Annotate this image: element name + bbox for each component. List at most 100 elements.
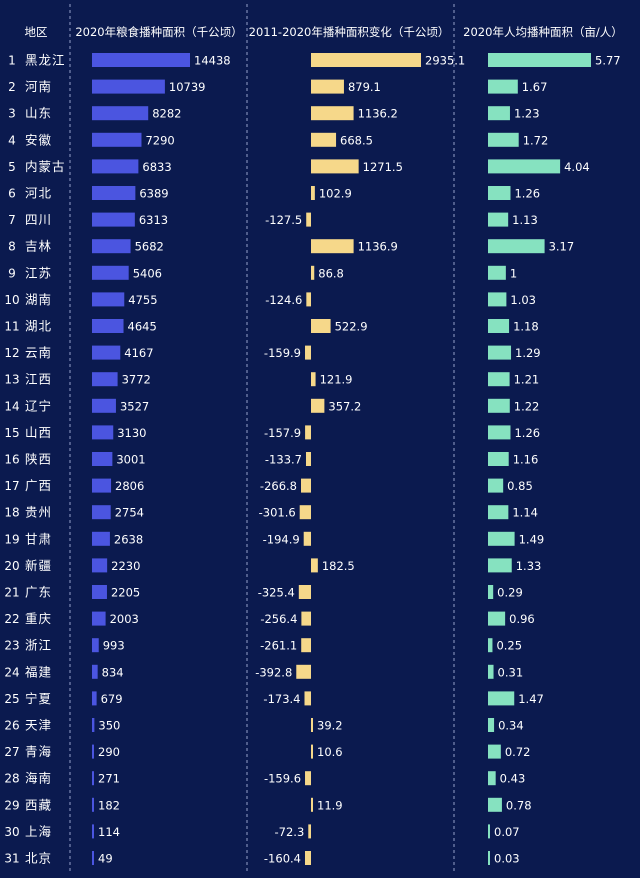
- header-area: 2020年粮食播种面积（千公顷）: [75, 25, 242, 39]
- per-capita-value-label: 3.17: [549, 240, 575, 254]
- per-capita-bar: [488, 79, 518, 94]
- area-value-label: 4645: [128, 320, 157, 334]
- area-value-label: 4755: [128, 293, 157, 307]
- per-capita-bar: [488, 159, 561, 174]
- per-capita-bar: [488, 718, 495, 732]
- area-bar: [92, 106, 149, 121]
- area-value-label: 114: [98, 825, 120, 839]
- area-bar: [92, 292, 125, 307]
- change-bar: [304, 691, 311, 706]
- area-bar: [92, 425, 114, 440]
- per-capita-value-label: 1.21: [514, 373, 540, 387]
- rank-number: 3: [8, 107, 16, 121]
- change-value-label: -173.4: [263, 692, 300, 706]
- per-capita-bar: [488, 664, 494, 679]
- rank-number: 6: [8, 187, 16, 201]
- area-bar: [92, 664, 98, 679]
- area-value-label: 3001: [116, 453, 145, 467]
- area-value-label: 6313: [139, 213, 168, 227]
- change-bar: [311, 744, 313, 759]
- area-value-label: 679: [101, 692, 123, 706]
- change-bar: [301, 638, 311, 653]
- per-capita-value-label: 4.04: [564, 160, 590, 174]
- per-capita-bar: [488, 53, 591, 67]
- rank-number: 25: [4, 692, 19, 706]
- area-value-label: 4167: [124, 346, 153, 360]
- area-bar: [92, 718, 95, 732]
- area-bar: [92, 851, 94, 865]
- rank-number: 4: [8, 133, 16, 147]
- province-label: 黑龙江: [25, 53, 66, 68]
- per-capita-bar: [488, 558, 512, 573]
- change-bar: [311, 718, 313, 732]
- area-value-label: 3527: [120, 399, 149, 413]
- province-label: 海南: [25, 771, 52, 786]
- province-label: 宁夏: [25, 691, 52, 706]
- change-value-label: -261.1: [260, 639, 297, 653]
- rank-number: 2: [8, 80, 16, 94]
- change-value-label: -159.6: [264, 772, 301, 786]
- area-bar: [92, 531, 110, 546]
- area-value-label: 8282: [152, 107, 181, 121]
- area-bar: [92, 744, 94, 759]
- area-bar: [92, 372, 118, 387]
- per-capita-value-label: 1.23: [514, 107, 540, 121]
- change-bar: [298, 585, 311, 599]
- province-label: 广东: [25, 585, 52, 600]
- rank-number: 12: [4, 346, 19, 360]
- rank-number: 28: [4, 772, 19, 786]
- per-capita-bar: [488, 478, 504, 493]
- change-value-label: -124.6: [265, 293, 302, 307]
- change-bar: [311, 372, 316, 387]
- rank-number: 31: [4, 852, 19, 866]
- area-value-label: 2003: [110, 612, 139, 626]
- area-value-label: 10739: [169, 80, 206, 94]
- per-capita-bar: [488, 212, 509, 227]
- province-label: 湖北: [25, 319, 52, 334]
- change-bar: [305, 771, 311, 786]
- area-value-label: 182: [98, 798, 120, 812]
- per-capita-value-label: 1: [510, 266, 517, 280]
- area-value-label: 6833: [142, 160, 171, 174]
- rank-number: 30: [4, 825, 19, 839]
- change-value-label: 182.5: [322, 559, 355, 573]
- area-value-label: 3130: [117, 426, 146, 440]
- change-value-label: -133.7: [265, 453, 302, 467]
- chart-rows: 1 黑龙江 14438 2935.1 5.77 2 河南 10739 879.1 1.67 3 山东 8…: [4, 53, 620, 866]
- per-capita-value-label: 1.72: [523, 133, 549, 147]
- change-bar: [311, 319, 331, 333]
- area-bar: [92, 79, 165, 94]
- per-capita-bar: [488, 452, 509, 466]
- area-value-label: 6389: [139, 187, 168, 201]
- per-capita-bar: [488, 319, 510, 333]
- rank-number: 17: [4, 479, 19, 493]
- change-bar: [311, 106, 354, 121]
- change-bar: [304, 851, 311, 865]
- province-label: 云南: [25, 345, 52, 360]
- per-capita-value-label: 0.85: [507, 479, 533, 493]
- area-value-label: 5406: [133, 266, 162, 280]
- per-capita-bar: [488, 611, 506, 626]
- area-bar: [92, 239, 131, 254]
- area-bar: [92, 265, 129, 280]
- area-value-label: 2205: [111, 586, 140, 600]
- province-label: 重庆: [25, 611, 52, 626]
- per-capita-bar: [488, 771, 496, 786]
- per-capita-bar: [488, 372, 510, 387]
- change-value-label: 522.9: [335, 320, 368, 334]
- rank-number: 9: [8, 266, 16, 280]
- change-bar: [308, 824, 311, 839]
- change-bar: [305, 452, 311, 466]
- per-capita-value-label: 1.03: [510, 293, 536, 307]
- per-capita-bar: [488, 585, 494, 599]
- change-bar: [306, 212, 311, 227]
- per-capita-bar: [488, 186, 511, 200]
- per-capita-value-label: 0.96: [509, 612, 535, 626]
- province-label: 甘肃: [25, 531, 52, 546]
- per-capita-bar: [488, 425, 511, 440]
- change-bar: [311, 186, 315, 200]
- area-bar: [92, 585, 107, 599]
- change-bar: [311, 132, 337, 147]
- per-capita-value-label: 0.43: [500, 772, 526, 786]
